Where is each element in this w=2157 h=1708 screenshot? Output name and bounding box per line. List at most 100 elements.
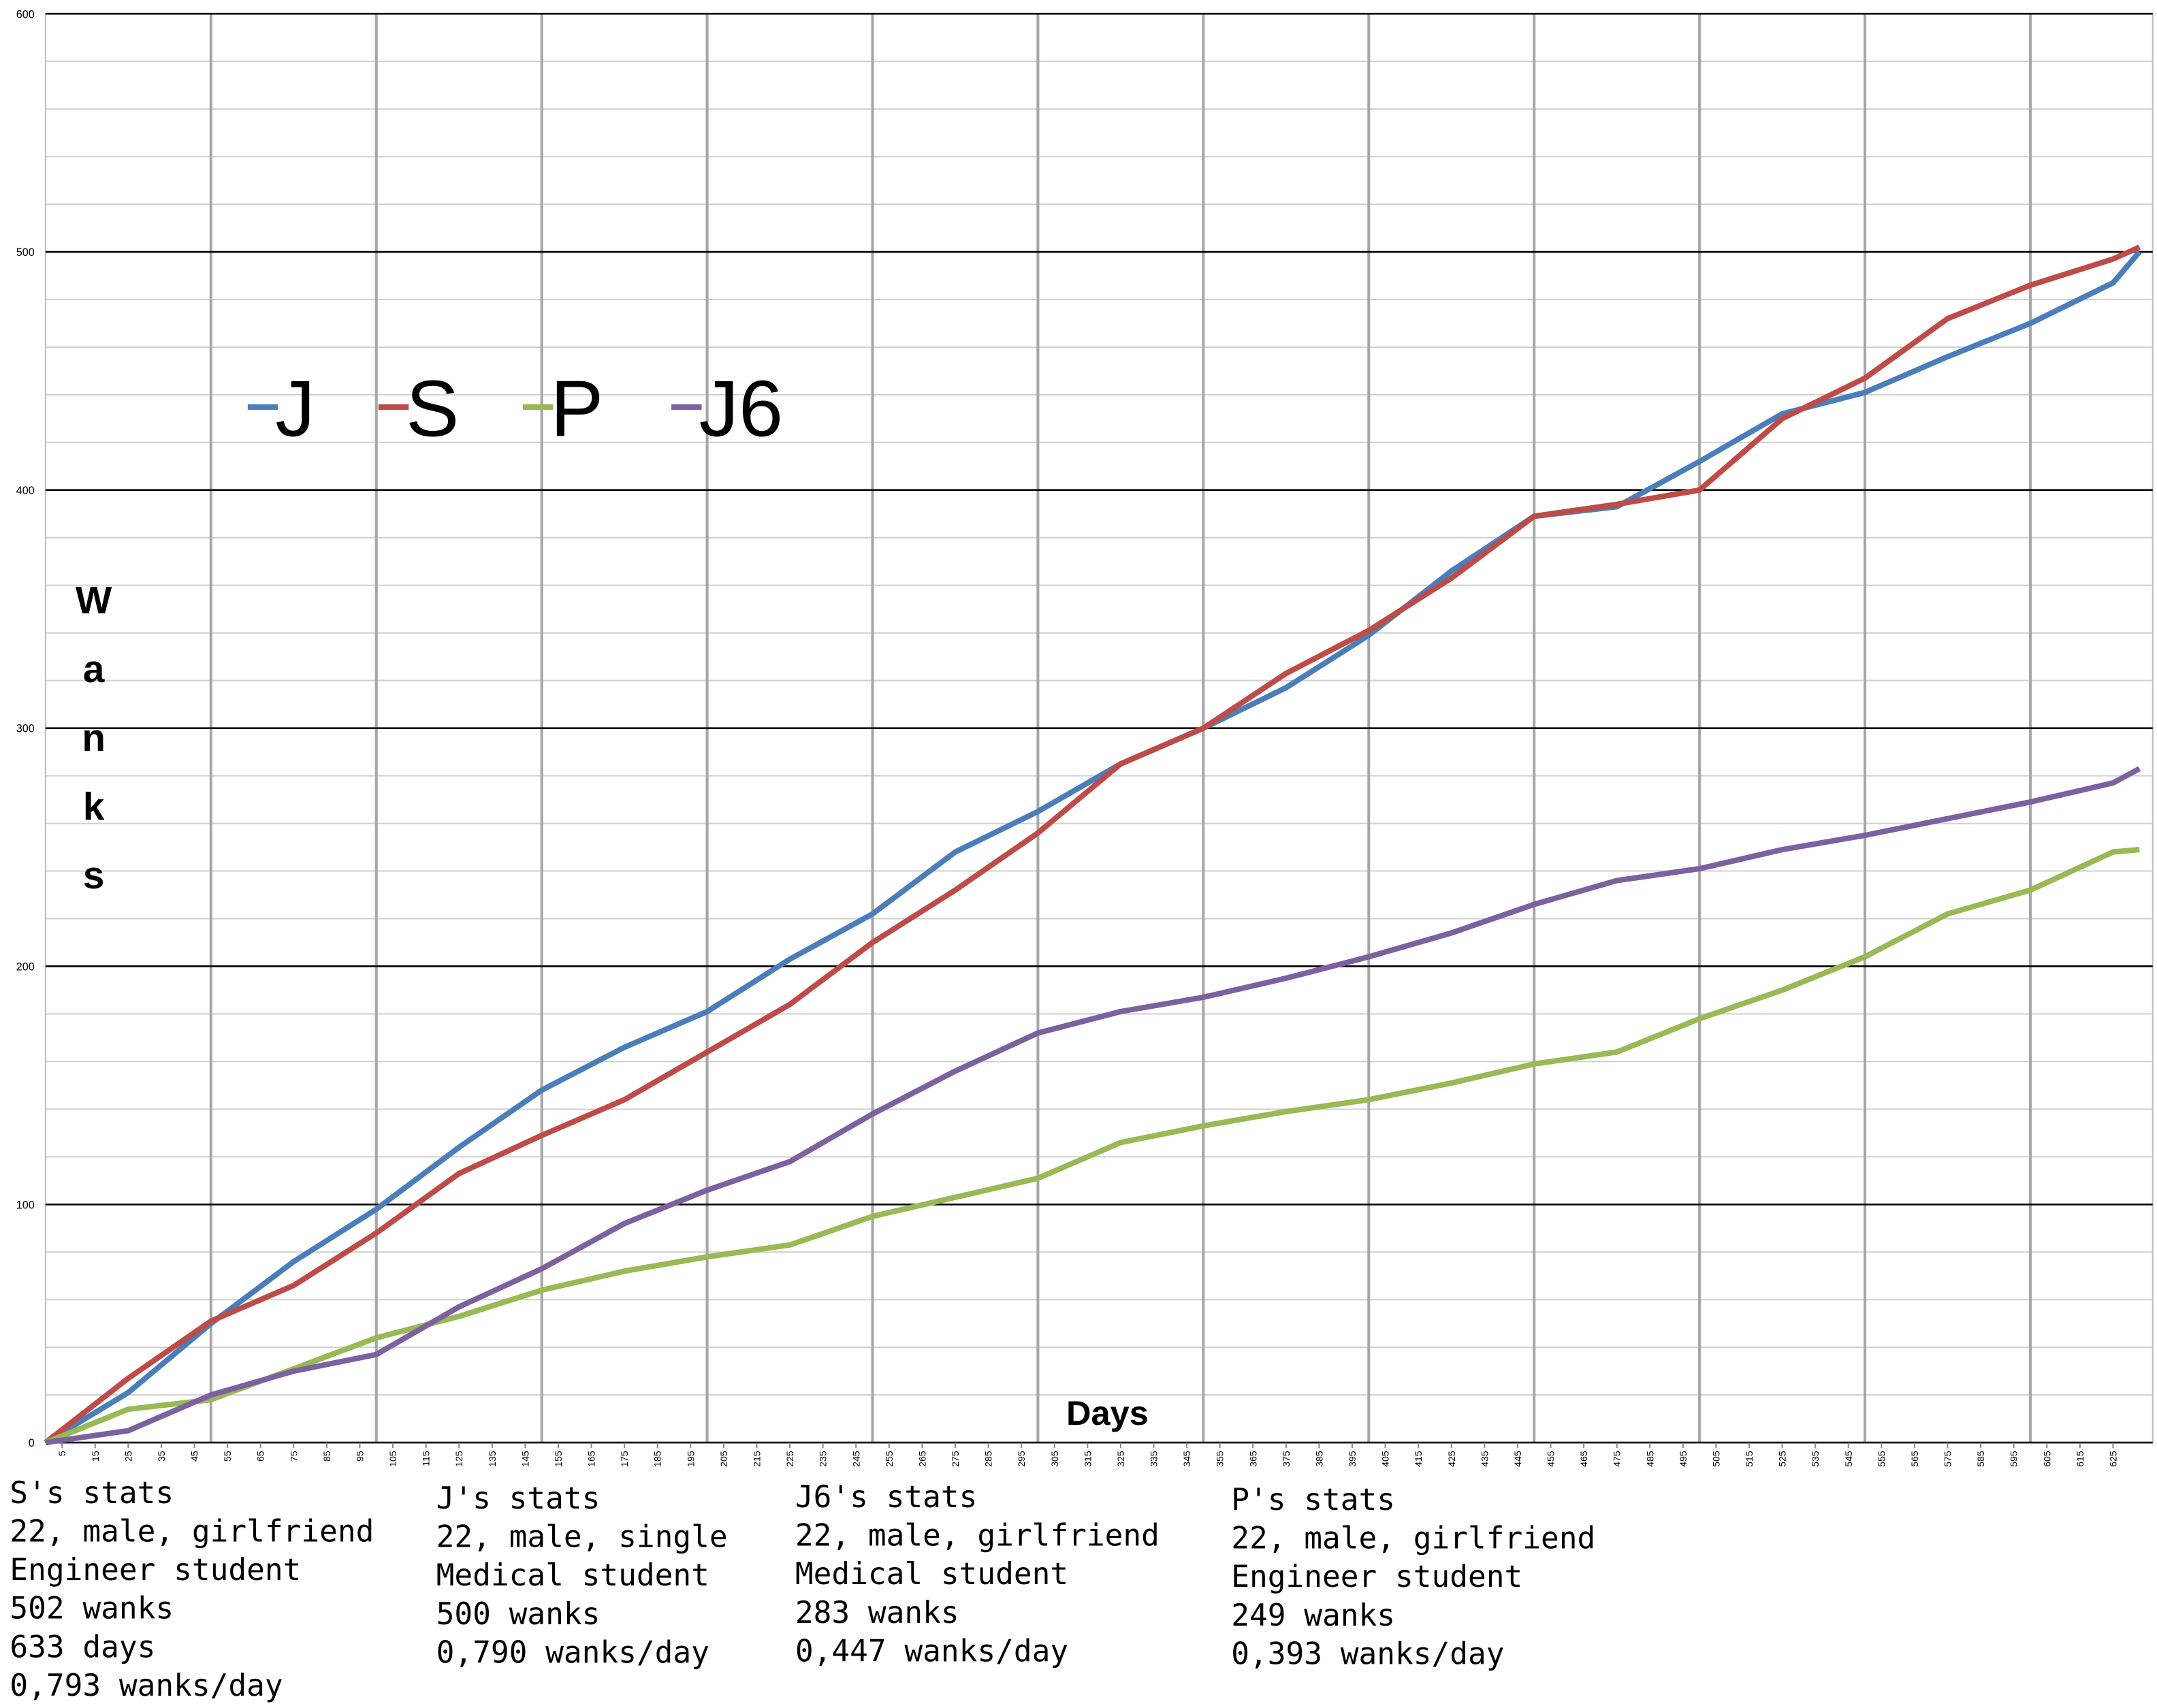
x-tick-label: 485 <box>1644 1451 1655 1467</box>
x-tick-label: 35 <box>156 1451 167 1462</box>
x-axis-label: Days <box>1066 1393 1149 1432</box>
x-tick-label: 555 <box>1876 1451 1887 1467</box>
x-tick-label: 245 <box>850 1451 861 1467</box>
x-tick-label: 105 <box>387 1451 398 1467</box>
x-tick-label: 545 <box>1843 1451 1854 1467</box>
x-tick-label: 175 <box>619 1451 630 1467</box>
x-tick-label: 575 <box>1943 1451 1953 1467</box>
x-tick-label: 525 <box>1777 1451 1788 1467</box>
x-tick-label: 115 <box>421 1451 432 1466</box>
x-tick-label: 435 <box>1479 1451 1490 1467</box>
x-tick-label: 155 <box>553 1451 564 1467</box>
stats-line: Medical student <box>436 1558 709 1593</box>
y-tick-label: 0 <box>29 1437 35 1449</box>
legend-label: J <box>275 364 315 453</box>
stats-line: 22, male, girlfriend <box>10 1515 374 1549</box>
stats-line: Medical student <box>795 1557 1068 1592</box>
stats-line: 633 days <box>10 1630 155 1664</box>
x-tick-label: 315 <box>1082 1451 1093 1467</box>
series-line <box>45 766 2141 1446</box>
x-tick-label: 595 <box>2009 1451 2019 1467</box>
x-tick-label: 25 <box>123 1451 133 1462</box>
x-tick-label: 295 <box>1016 1451 1027 1467</box>
x-tick-label: 325 <box>1115 1451 1126 1467</box>
y-tick-label: 300 <box>16 723 35 735</box>
x-tick-label: 425 <box>1446 1451 1457 1467</box>
x-tick-label: 565 <box>1909 1451 1920 1467</box>
stats-line: Engineer student <box>10 1553 301 1588</box>
x-tick-label: 475 <box>1612 1451 1623 1467</box>
stats-line: 0,790 wanks/day <box>436 1635 709 1670</box>
legend-label: P <box>550 364 603 453</box>
x-tick-label: 505 <box>1710 1451 1721 1467</box>
stats-line: 502 wanks <box>10 1592 174 1626</box>
x-tick-label: 535 <box>1810 1451 1821 1467</box>
stats-line: 22, male, single <box>436 1520 728 1555</box>
y-tick-label: 600 <box>16 8 35 20</box>
x-tick-label: 515 <box>1744 1451 1755 1467</box>
stats-line: 249 wanks <box>1231 1598 1395 1633</box>
x-tick-label: 625 <box>2107 1451 2118 1467</box>
x-tick-label: 135 <box>487 1451 498 1467</box>
x-tick-label: 335 <box>1149 1451 1160 1467</box>
x-tick-label: 615 <box>2075 1451 2086 1467</box>
x-tick-label: 195 <box>685 1451 696 1467</box>
x-tick-label: 495 <box>1678 1451 1689 1467</box>
legend-label: S <box>406 364 459 453</box>
x-tick-label: 85 <box>321 1451 332 1462</box>
x-tick-label: 215 <box>752 1451 763 1467</box>
y-tick-label: 200 <box>16 961 35 973</box>
x-tick-label: 125 <box>453 1451 464 1467</box>
stats-line: 500 wanks <box>436 1597 601 1632</box>
x-tick-label: 345 <box>1181 1451 1192 1467</box>
x-tick-label: 585 <box>1975 1451 1986 1467</box>
stats-title: J6's stats <box>795 1480 978 1515</box>
x-tick-label: 395 <box>1347 1451 1358 1467</box>
stats-line: 283 wanks <box>795 1596 959 1630</box>
stats-title: S's stats <box>10 1476 174 1511</box>
stats-line: 22, male, girlfriend <box>1231 1521 1595 1556</box>
x-tick-label: 385 <box>1313 1451 1324 1467</box>
plot-lines <box>44 244 2142 1446</box>
x-tick-label: 205 <box>718 1451 729 1467</box>
stats-title: J's stats <box>436 1481 601 1516</box>
x-tick-label: 55 <box>222 1451 233 1462</box>
stats-line: 22, male, girlfriend <box>795 1519 1160 1553</box>
stats-line: Engineer student <box>1231 1560 1522 1594</box>
x-tick-label: 285 <box>983 1451 994 1467</box>
x-tick-label: 75 <box>288 1451 299 1462</box>
x-tick-label: 185 <box>652 1451 663 1467</box>
x-tick-label: 465 <box>1578 1451 1589 1467</box>
x-tick-label: 15 <box>90 1451 101 1462</box>
x-tick-label: 5 <box>57 1451 67 1456</box>
x-tick-label: 445 <box>1512 1451 1523 1467</box>
x-tick-label: 355 <box>1215 1451 1226 1467</box>
y-tick-label: 100 <box>16 1199 35 1211</box>
x-tick-label: 165 <box>586 1451 597 1467</box>
y-tick-label: 400 <box>16 485 35 497</box>
x-tick-label: 255 <box>884 1451 895 1467</box>
legend-label: J6 <box>699 364 783 453</box>
x-tick-label: 605 <box>2041 1451 2052 1467</box>
grid <box>44 12 2154 1449</box>
stats-line: 0,447 wanks/day <box>795 1634 1068 1669</box>
x-tick-label: 405 <box>1380 1451 1391 1467</box>
x-tick-label: 95 <box>354 1451 365 1462</box>
x-tick-label: 455 <box>1546 1451 1556 1467</box>
stats-title: P's stats <box>1231 1483 1395 1517</box>
stats-line: 0,393 wanks/day <box>1231 1637 1504 1671</box>
x-tick-label: 365 <box>1247 1451 1258 1467</box>
stats-line: 0,793 wanks/day <box>10 1669 283 1703</box>
x-tick-label: 265 <box>916 1451 927 1467</box>
y-tick-label: 500 <box>16 246 35 259</box>
x-tick-label: 65 <box>255 1451 266 1462</box>
series-line <box>44 847 2140 1445</box>
x-tick-label: 275 <box>950 1451 961 1467</box>
x-tick-label: 375 <box>1281 1451 1292 1467</box>
x-tick-label: 45 <box>189 1451 200 1462</box>
x-tick-label: 235 <box>818 1451 829 1467</box>
